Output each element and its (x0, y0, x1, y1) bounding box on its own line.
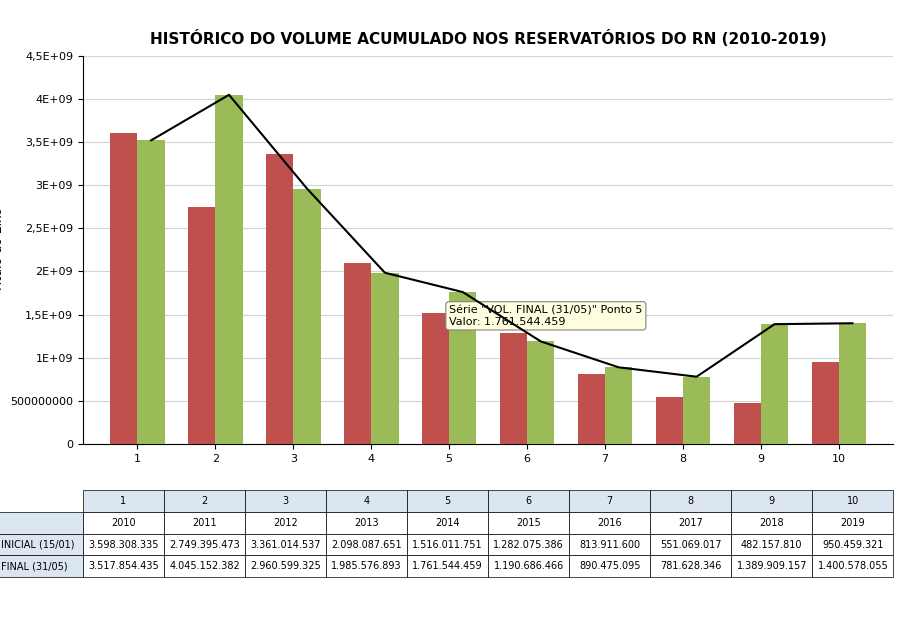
Bar (577, 374, 605, 444)
Y-axis label: Título do Eixo: Título do Eixo (0, 207, 5, 292)
Bar (734, 402, 761, 444)
Bar (137, 141, 165, 444)
Bar (111, 133, 137, 444)
Bar (761, 324, 788, 444)
Bar (656, 397, 683, 444)
Bar (266, 154, 293, 444)
Title: HISTÓRICO DO VOLUME ACUMULADO NOS RESERVATÓRIOS DO RN (2010-2019): HISTÓRICO DO VOLUME ACUMULADO NOS RESERV… (150, 30, 826, 48)
Bar (449, 292, 476, 444)
Bar (188, 207, 216, 444)
Text: Série "VOL. FINAL (31/05)" Ponto 5
Valor: 1.761.544.459: Série "VOL. FINAL (31/05)" Ponto 5 Valor… (449, 305, 643, 326)
Bar (605, 367, 633, 444)
Bar (344, 263, 371, 444)
Bar (839, 323, 866, 444)
Bar (683, 377, 710, 444)
Bar (293, 189, 321, 444)
Bar (216, 95, 242, 444)
Bar (527, 341, 554, 444)
Bar (500, 334, 527, 444)
Bar (422, 313, 449, 444)
Bar (811, 362, 839, 444)
Bar (371, 273, 399, 444)
